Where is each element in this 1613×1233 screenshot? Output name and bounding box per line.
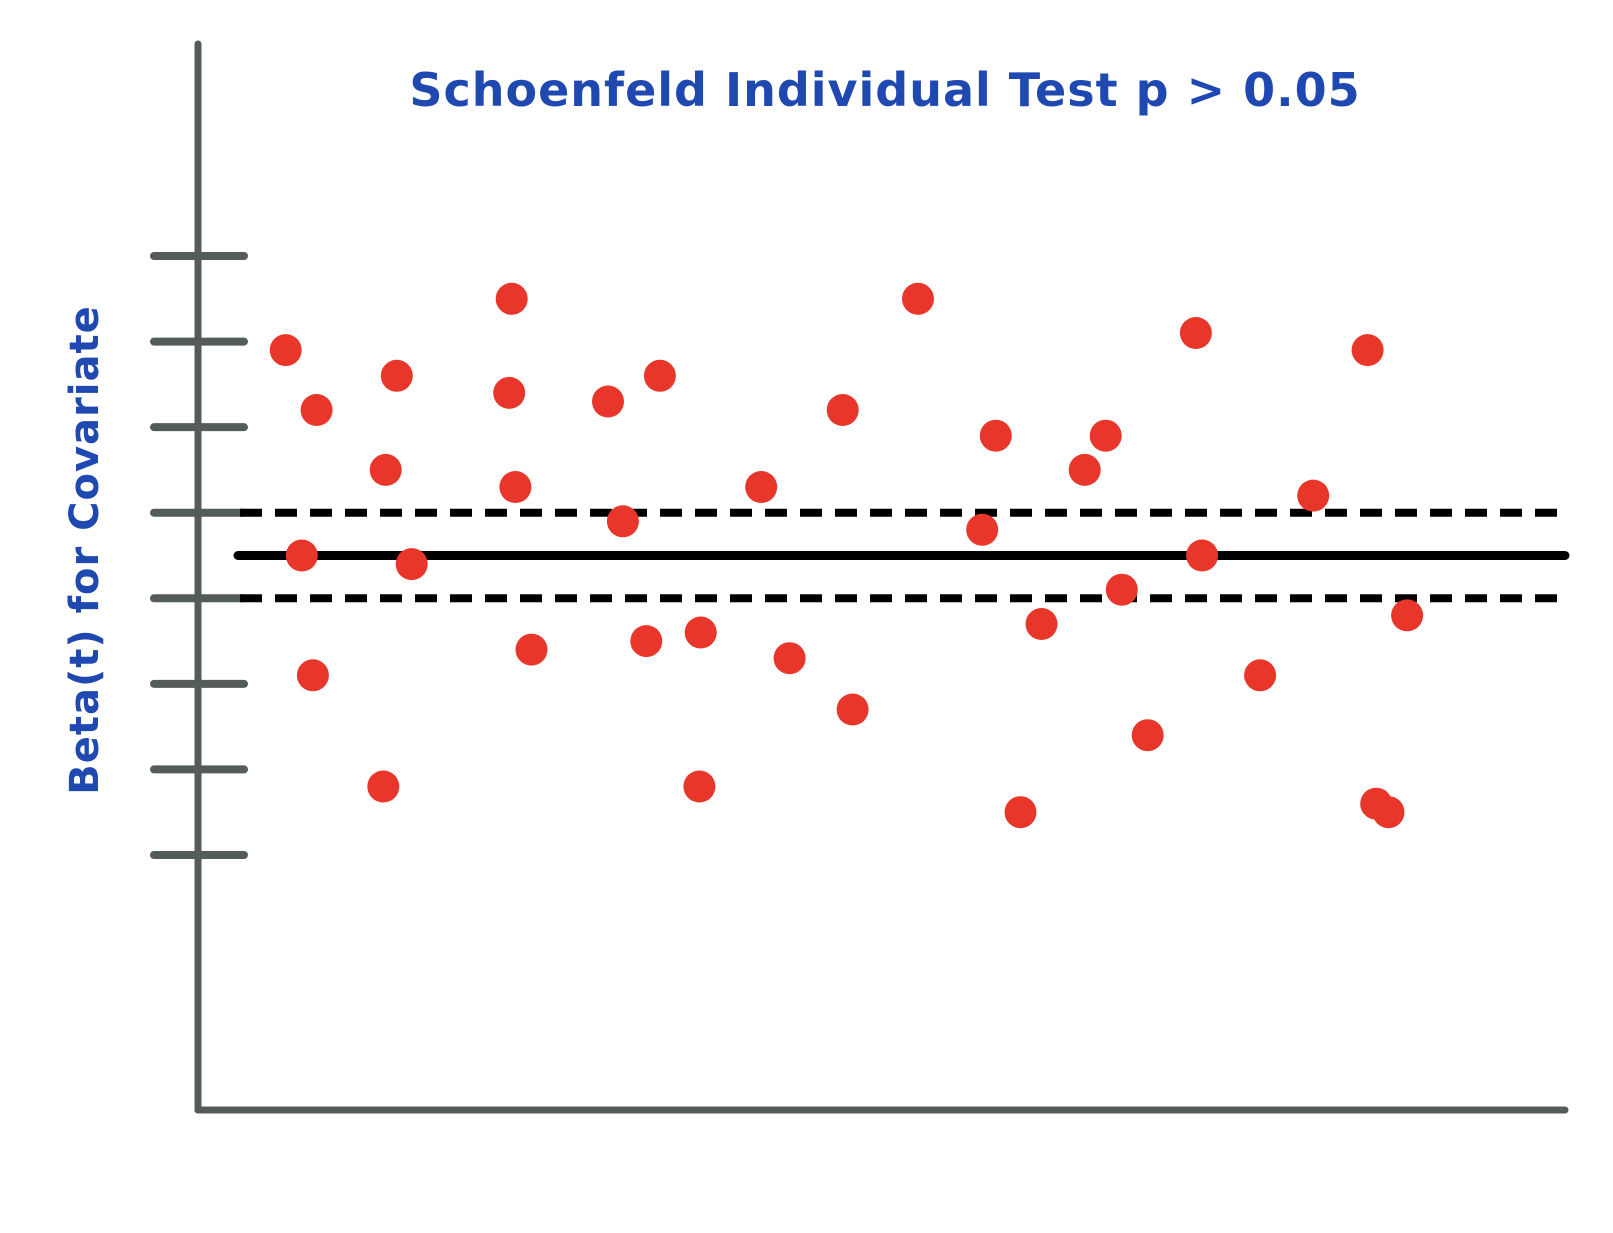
data-point — [1186, 539, 1219, 572]
data-point — [499, 471, 532, 503]
data-point — [1297, 479, 1330, 512]
data-point — [1025, 608, 1058, 640]
data-point — [826, 394, 859, 426]
data-points — [269, 282, 1424, 829]
chart-title: Schoenfeld Individual Test p > 0.05 — [409, 63, 1360, 117]
data-point — [684, 616, 717, 649]
reference-lines — [233, 508, 1570, 603]
data-point — [643, 359, 676, 392]
data-point — [495, 282, 528, 315]
data-point — [1089, 419, 1122, 452]
data-point — [269, 334, 302, 367]
data-point — [380, 359, 413, 392]
data-point — [296, 659, 329, 692]
data-point — [1131, 719, 1164, 752]
data-point — [745, 471, 778, 503]
data-point — [902, 282, 934, 315]
y-axis-label: Beta(t) for Covariate — [62, 305, 108, 794]
data-point — [606, 505, 639, 538]
data-point — [592, 385, 624, 418]
data-point — [369, 453, 402, 486]
data-point — [1351, 334, 1384, 367]
data-point — [493, 376, 526, 409]
data-point — [1360, 787, 1393, 820]
data-point — [395, 548, 428, 581]
data-point — [1179, 317, 1212, 349]
data-point — [300, 394, 333, 426]
data-point — [966, 513, 999, 546]
data-point — [836, 693, 869, 726]
data-point — [979, 419, 1012, 452]
data-point — [630, 625, 663, 658]
axes — [194, 40, 1569, 1114]
data-point — [1068, 453, 1101, 486]
data-point — [683, 770, 716, 803]
data-point — [1105, 573, 1138, 606]
data-point — [773, 642, 806, 675]
data-point — [285, 539, 318, 572]
data-point — [1004, 796, 1037, 829]
data-point — [515, 633, 548, 666]
data-point — [367, 770, 400, 803]
data-point — [1244, 659, 1277, 692]
data-point — [1391, 599, 1424, 632]
